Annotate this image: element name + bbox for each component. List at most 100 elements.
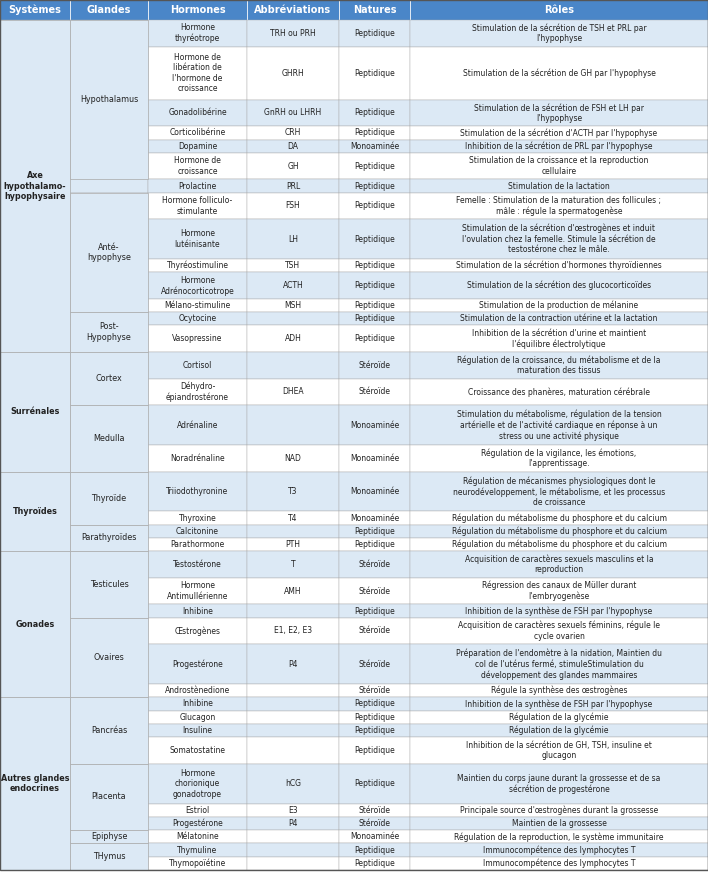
Bar <box>0 299 70 312</box>
Text: Stéroïde: Stéroïde <box>358 686 391 695</box>
Bar <box>148 856 247 870</box>
Text: Stimulation de la croissance et la reproduction
cellulaire: Stimulation de la croissance et la repro… <box>469 156 649 176</box>
Text: Peptidique: Peptidique <box>354 301 395 310</box>
Bar <box>70 804 148 817</box>
Bar <box>247 711 339 724</box>
Bar <box>247 180 339 193</box>
Bar <box>247 578 339 604</box>
Bar <box>247 817 339 830</box>
Bar <box>148 737 247 764</box>
Text: Hormone
Antimullérienne: Hormone Antimullérienne <box>167 582 228 601</box>
Bar <box>339 259 410 272</box>
Text: Stéroïde: Stéroïde <box>358 560 391 569</box>
Bar <box>339 843 410 856</box>
Bar <box>247 472 339 511</box>
Text: Stéroïde: Stéroïde <box>358 626 391 636</box>
Bar <box>247 551 339 578</box>
Text: Hormones: Hormones <box>170 5 225 15</box>
Text: Hormone de
libération de
l'hormone de
croissance: Hormone de libération de l'hormone de cr… <box>172 53 223 93</box>
Text: Mélatonine: Mélatonine <box>176 832 219 841</box>
Text: Stimulation de la sécrétion des glucocorticoïdes: Stimulation de la sécrétion des glucocor… <box>467 281 651 290</box>
Bar <box>339 764 410 804</box>
Text: Noradrénaline: Noradrénaline <box>170 453 225 463</box>
Bar <box>410 511 708 525</box>
Text: Peptidique: Peptidique <box>354 29 395 37</box>
Bar <box>0 604 70 617</box>
Bar <box>410 578 708 604</box>
Text: THymus: THymus <box>93 852 125 862</box>
Bar <box>70 153 148 180</box>
Bar <box>0 472 70 551</box>
Bar <box>0 551 70 698</box>
Bar <box>247 20 339 46</box>
Bar <box>0 272 70 299</box>
Bar <box>410 737 708 764</box>
Text: Stimulation de la sécrétion de FSH et LH par
l'hypophyse: Stimulation de la sécrétion de FSH et LH… <box>474 103 644 123</box>
Bar <box>70 724 148 737</box>
Bar <box>410 99 708 126</box>
Bar <box>148 684 247 698</box>
Text: Inhibition de la synthèse de FSH par l'hypophyse: Inhibition de la synthèse de FSH par l'h… <box>465 699 653 709</box>
Text: Hormone
thyréotrope: Hormone thyréotrope <box>175 24 220 44</box>
Bar <box>247 737 339 764</box>
Bar <box>0 617 70 644</box>
Bar <box>70 698 148 711</box>
Bar <box>410 856 708 870</box>
Bar <box>410 325 708 352</box>
Text: PRL: PRL <box>286 181 300 190</box>
Text: Inhibition de la sécrétion de PRL par l'hypophyse: Inhibition de la sécrétion de PRL par l'… <box>465 141 653 151</box>
Text: Monoaminée: Monoaminée <box>350 487 399 496</box>
Text: Peptidique: Peptidique <box>354 712 395 722</box>
Bar <box>70 604 148 617</box>
Bar <box>410 684 708 698</box>
Text: Progestérone: Progestérone <box>172 659 223 669</box>
Bar <box>148 126 247 140</box>
Text: Gonadolibérine: Gonadolibérine <box>169 108 227 118</box>
Text: Régression des canaux de Müller durant
l'embryogenèse: Régression des canaux de Müller durant l… <box>482 581 636 602</box>
Bar <box>247 0 339 20</box>
Bar <box>148 272 247 299</box>
Text: Peptidique: Peptidique <box>354 201 395 210</box>
Text: DHEA: DHEA <box>282 387 304 397</box>
Text: Régulation de la vigilance, les émotions,
l'apprentissage.: Régulation de la vigilance, les émotions… <box>481 448 636 468</box>
Bar <box>247 299 339 312</box>
Bar <box>247 617 339 644</box>
Bar <box>0 378 70 405</box>
Bar <box>410 20 708 46</box>
Bar <box>0 20 70 46</box>
Bar <box>339 511 410 525</box>
Bar <box>148 830 247 843</box>
Bar <box>0 684 70 698</box>
Bar <box>70 299 148 312</box>
Bar <box>339 737 410 764</box>
Bar <box>70 578 148 604</box>
Text: Immunocompétence des lymphocytes T: Immunocompétence des lymphocytes T <box>483 845 635 855</box>
Bar <box>70 830 148 843</box>
Text: Monoaminée: Monoaminée <box>350 832 399 841</box>
Bar <box>70 352 148 405</box>
Text: GnRH ou LHRH: GnRH ou LHRH <box>264 108 321 118</box>
Text: FSH: FSH <box>285 201 300 210</box>
Bar <box>247 804 339 817</box>
Bar <box>148 219 247 259</box>
Bar <box>339 698 410 711</box>
Bar <box>0 856 70 870</box>
Bar <box>70 272 148 299</box>
Bar <box>339 817 410 830</box>
Bar <box>0 511 70 525</box>
Bar <box>247 405 339 445</box>
Text: Inhibine: Inhibine <box>182 699 213 708</box>
Bar <box>148 378 247 405</box>
Text: Thyréostimuline: Thyréostimuline <box>166 261 229 270</box>
Text: Stimulation de la production de mélanine: Stimulation de la production de mélanine <box>479 301 639 310</box>
Text: Régule la synthèse des œstrogènes: Régule la synthèse des œstrogènes <box>491 686 627 696</box>
Bar <box>247 830 339 843</box>
Bar <box>247 511 339 525</box>
Bar <box>148 538 247 551</box>
Text: Placenta: Placenta <box>92 793 126 801</box>
Text: Inhibition de la sécrétion d'urine et maintient
l'équilibre électrolytique: Inhibition de la sécrétion d'urine et ma… <box>472 329 646 349</box>
Text: NAD: NAD <box>285 453 302 463</box>
Bar <box>148 153 247 180</box>
Bar <box>247 378 339 405</box>
Text: Insuline: Insuline <box>183 726 212 735</box>
